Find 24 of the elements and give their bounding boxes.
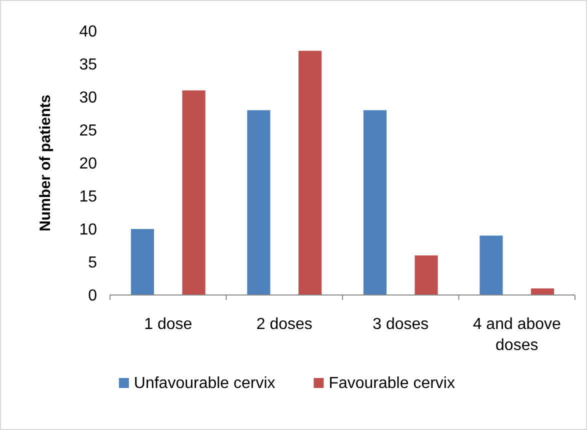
x-tick-label: 3 doses [372, 316, 429, 333]
y-tick-label: 35 [79, 56, 98, 74]
legend-label: Unfavourable cervix [134, 375, 276, 392]
y-tick-label: 20 [79, 156, 98, 173]
bar [480, 236, 503, 295]
bar [247, 110, 270, 295]
x-tick-label: 4 and above doses [472, 316, 562, 354]
y-tick-label: 30 [79, 90, 98, 107]
bar [530, 288, 554, 295]
y-tick-label: 15 [79, 188, 98, 206]
y-axis-title: Number of patients [37, 94, 54, 232]
x-tick-label: 1 dose [144, 316, 192, 333]
bar [130, 229, 154, 295]
bar [363, 110, 387, 295]
y-tick-label: 40 [79, 24, 98, 41]
legend-label: Favourable cervix [328, 375, 455, 392]
y-tick-label: 5 [88, 254, 98, 272]
bar [414, 255, 438, 295]
y-tick-label: 10 [79, 222, 98, 239]
y-tick-label: 0 [88, 288, 98, 305]
bar [182, 90, 206, 295]
y-tick-label: 25 [79, 122, 98, 140]
bar [298, 50, 322, 295]
x-tick-label: 2 doses [256, 316, 312, 333]
